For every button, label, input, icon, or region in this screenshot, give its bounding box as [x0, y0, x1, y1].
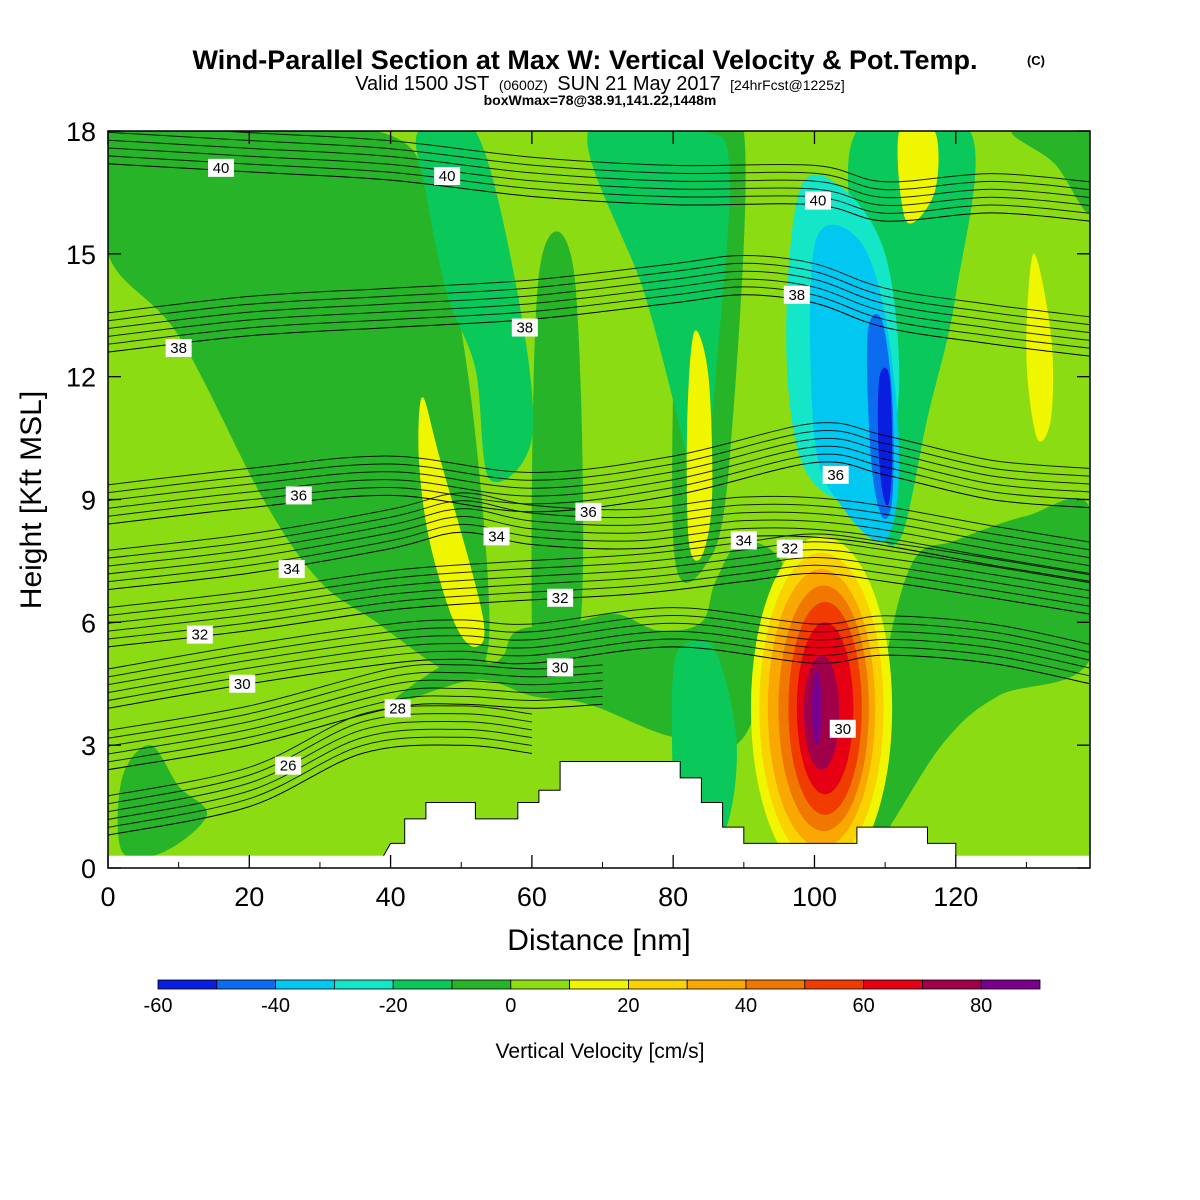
valid-time: Valid 1500 JST — [355, 73, 489, 95]
contour-label: 32 — [187, 626, 213, 644]
terrain-base — [108, 856, 1090, 869]
colorbar-swatch — [981, 980, 1040, 989]
contour-label-text: 30 — [552, 659, 569, 676]
y-tick-label: 6 — [81, 608, 96, 638]
contour-label-text: 34 — [283, 561, 300, 578]
contour-label: 30 — [229, 675, 255, 693]
cross-section-chart: Wind-Parallel Section at Max W: Vertical… — [0, 0, 1200, 1200]
contour-label: 32 — [547, 589, 573, 607]
contour-label: 36 — [286, 486, 312, 504]
contour-label-text: 32 — [552, 590, 569, 607]
contour-label: 26 — [275, 757, 301, 775]
plot-area: 40 40 40 38 38 38 36 36 36 34 34 34 32 32 32 30 30 30 28 26 — [85, 85, 1100, 880]
x-tick-label: 120 — [933, 882, 978, 912]
forecast-info: [24hrFcst@1225z] — [730, 77, 845, 93]
chart-title: Wind-Parallel Section at Max W: Vertical… — [193, 45, 978, 75]
x-tick-label: 80 — [658, 882, 688, 912]
x-tick-label: 20 — [234, 882, 264, 912]
contour-label-text: 32 — [191, 627, 208, 644]
colorbar-swatch — [217, 980, 276, 989]
x-tick-label: 60 — [517, 882, 547, 912]
colorbar-swatch — [393, 980, 452, 989]
y-tick-label: 3 — [81, 731, 96, 761]
contour-label-text: 40 — [213, 160, 230, 177]
contour-label: 30 — [830, 720, 856, 738]
contour-label-text: 38 — [516, 320, 533, 337]
contour-label: 34 — [484, 527, 510, 545]
contour-label: 38 — [784, 286, 810, 304]
colorbar-tick-label: -40 — [261, 995, 290, 1017]
contour-label: 38 — [512, 319, 538, 337]
x-tick-label: 0 — [100, 882, 115, 912]
colorbar-swatch — [334, 980, 393, 989]
colorbar-swatch — [864, 980, 923, 989]
colorbar-swatch — [511, 980, 570, 989]
contour-label-text: 32 — [781, 541, 798, 558]
contour-label-text: 34 — [488, 528, 505, 545]
colorbar-swatch — [158, 980, 217, 989]
contour-label-text: 26 — [280, 758, 297, 775]
contour-label: 36 — [823, 466, 849, 484]
contour-label: 34 — [279, 560, 305, 578]
contour-label-text: 28 — [389, 700, 406, 717]
colorbar-tick-label: 60 — [852, 995, 874, 1017]
colorbar-tick-label: 20 — [617, 995, 639, 1017]
x-axis-label: Distance [nm] — [507, 924, 690, 957]
colorbar-swatch — [746, 980, 805, 989]
colorbar-swatch — [276, 980, 335, 989]
contour-label-text: 30 — [834, 721, 851, 738]
chart-header: Wind-Parallel Section at Max W: Vertical… — [193, 45, 1046, 108]
contour-label-text: 34 — [735, 532, 752, 549]
y-axis-label: Height [Kft MSL] — [15, 391, 48, 609]
y-tick-label: 18 — [66, 117, 96, 147]
contour-label: 30 — [547, 658, 573, 676]
copyright-mark: (C) — [1027, 53, 1045, 68]
velocity-region-26 — [812, 671, 822, 745]
colorbar: -60 -40 -20 0 20 40 60 80 — [144, 980, 1040, 1017]
utc-time: (0600Z) — [499, 77, 548, 93]
colorbar-swatch — [452, 980, 511, 989]
contour-label: 32 — [777, 540, 803, 558]
y-tick-label: 15 — [66, 240, 96, 270]
colorbar-tick-label: -20 — [379, 995, 408, 1017]
contour-label-text: 30 — [234, 676, 251, 693]
y-tick-label: 12 — [66, 363, 96, 393]
y-tick-label: 9 — [81, 486, 96, 516]
contour-label: 40 — [434, 167, 460, 185]
colorbar-swatch — [922, 980, 981, 989]
colorbar-tick-label: 80 — [970, 995, 992, 1017]
colorbar-swatch — [628, 980, 687, 989]
colorbar-tick-label: 0 — [505, 995, 516, 1017]
colorbar-swatch — [805, 980, 864, 989]
contour-label: 28 — [385, 699, 411, 717]
velocity-region-25 — [804, 655, 839, 770]
contour-label: 40 — [805, 192, 831, 210]
x-tick-label: 100 — [792, 882, 837, 912]
contour-label-text: 36 — [290, 487, 307, 504]
contour-label-text: 38 — [170, 340, 187, 357]
contour-label-text: 36 — [580, 504, 597, 521]
contour-label-text: 38 — [788, 287, 805, 304]
colorbar-label: Vertical Velocity [cm/s] — [496, 1040, 705, 1063]
contour-label-text: 40 — [439, 168, 456, 185]
contour-label: 36 — [575, 503, 601, 521]
contour-label: 34 — [731, 531, 757, 549]
contour-label: 40 — [208, 159, 234, 177]
contour-label-text: 36 — [827, 467, 844, 484]
colorbar-swatch — [687, 980, 746, 989]
x-tick-label: 40 — [376, 882, 406, 912]
colorbar-tick-label: 40 — [735, 995, 757, 1017]
contour-label: 38 — [166, 339, 192, 357]
y-tick-label: 0 — [81, 854, 96, 884]
box-wmax-info: boxWmax=78@38.91,141.22,1448m — [484, 92, 717, 108]
colorbar-tick-label: -60 — [144, 995, 173, 1017]
colorbar-swatch — [570, 980, 629, 989]
contour-label-text: 40 — [810, 193, 827, 210]
